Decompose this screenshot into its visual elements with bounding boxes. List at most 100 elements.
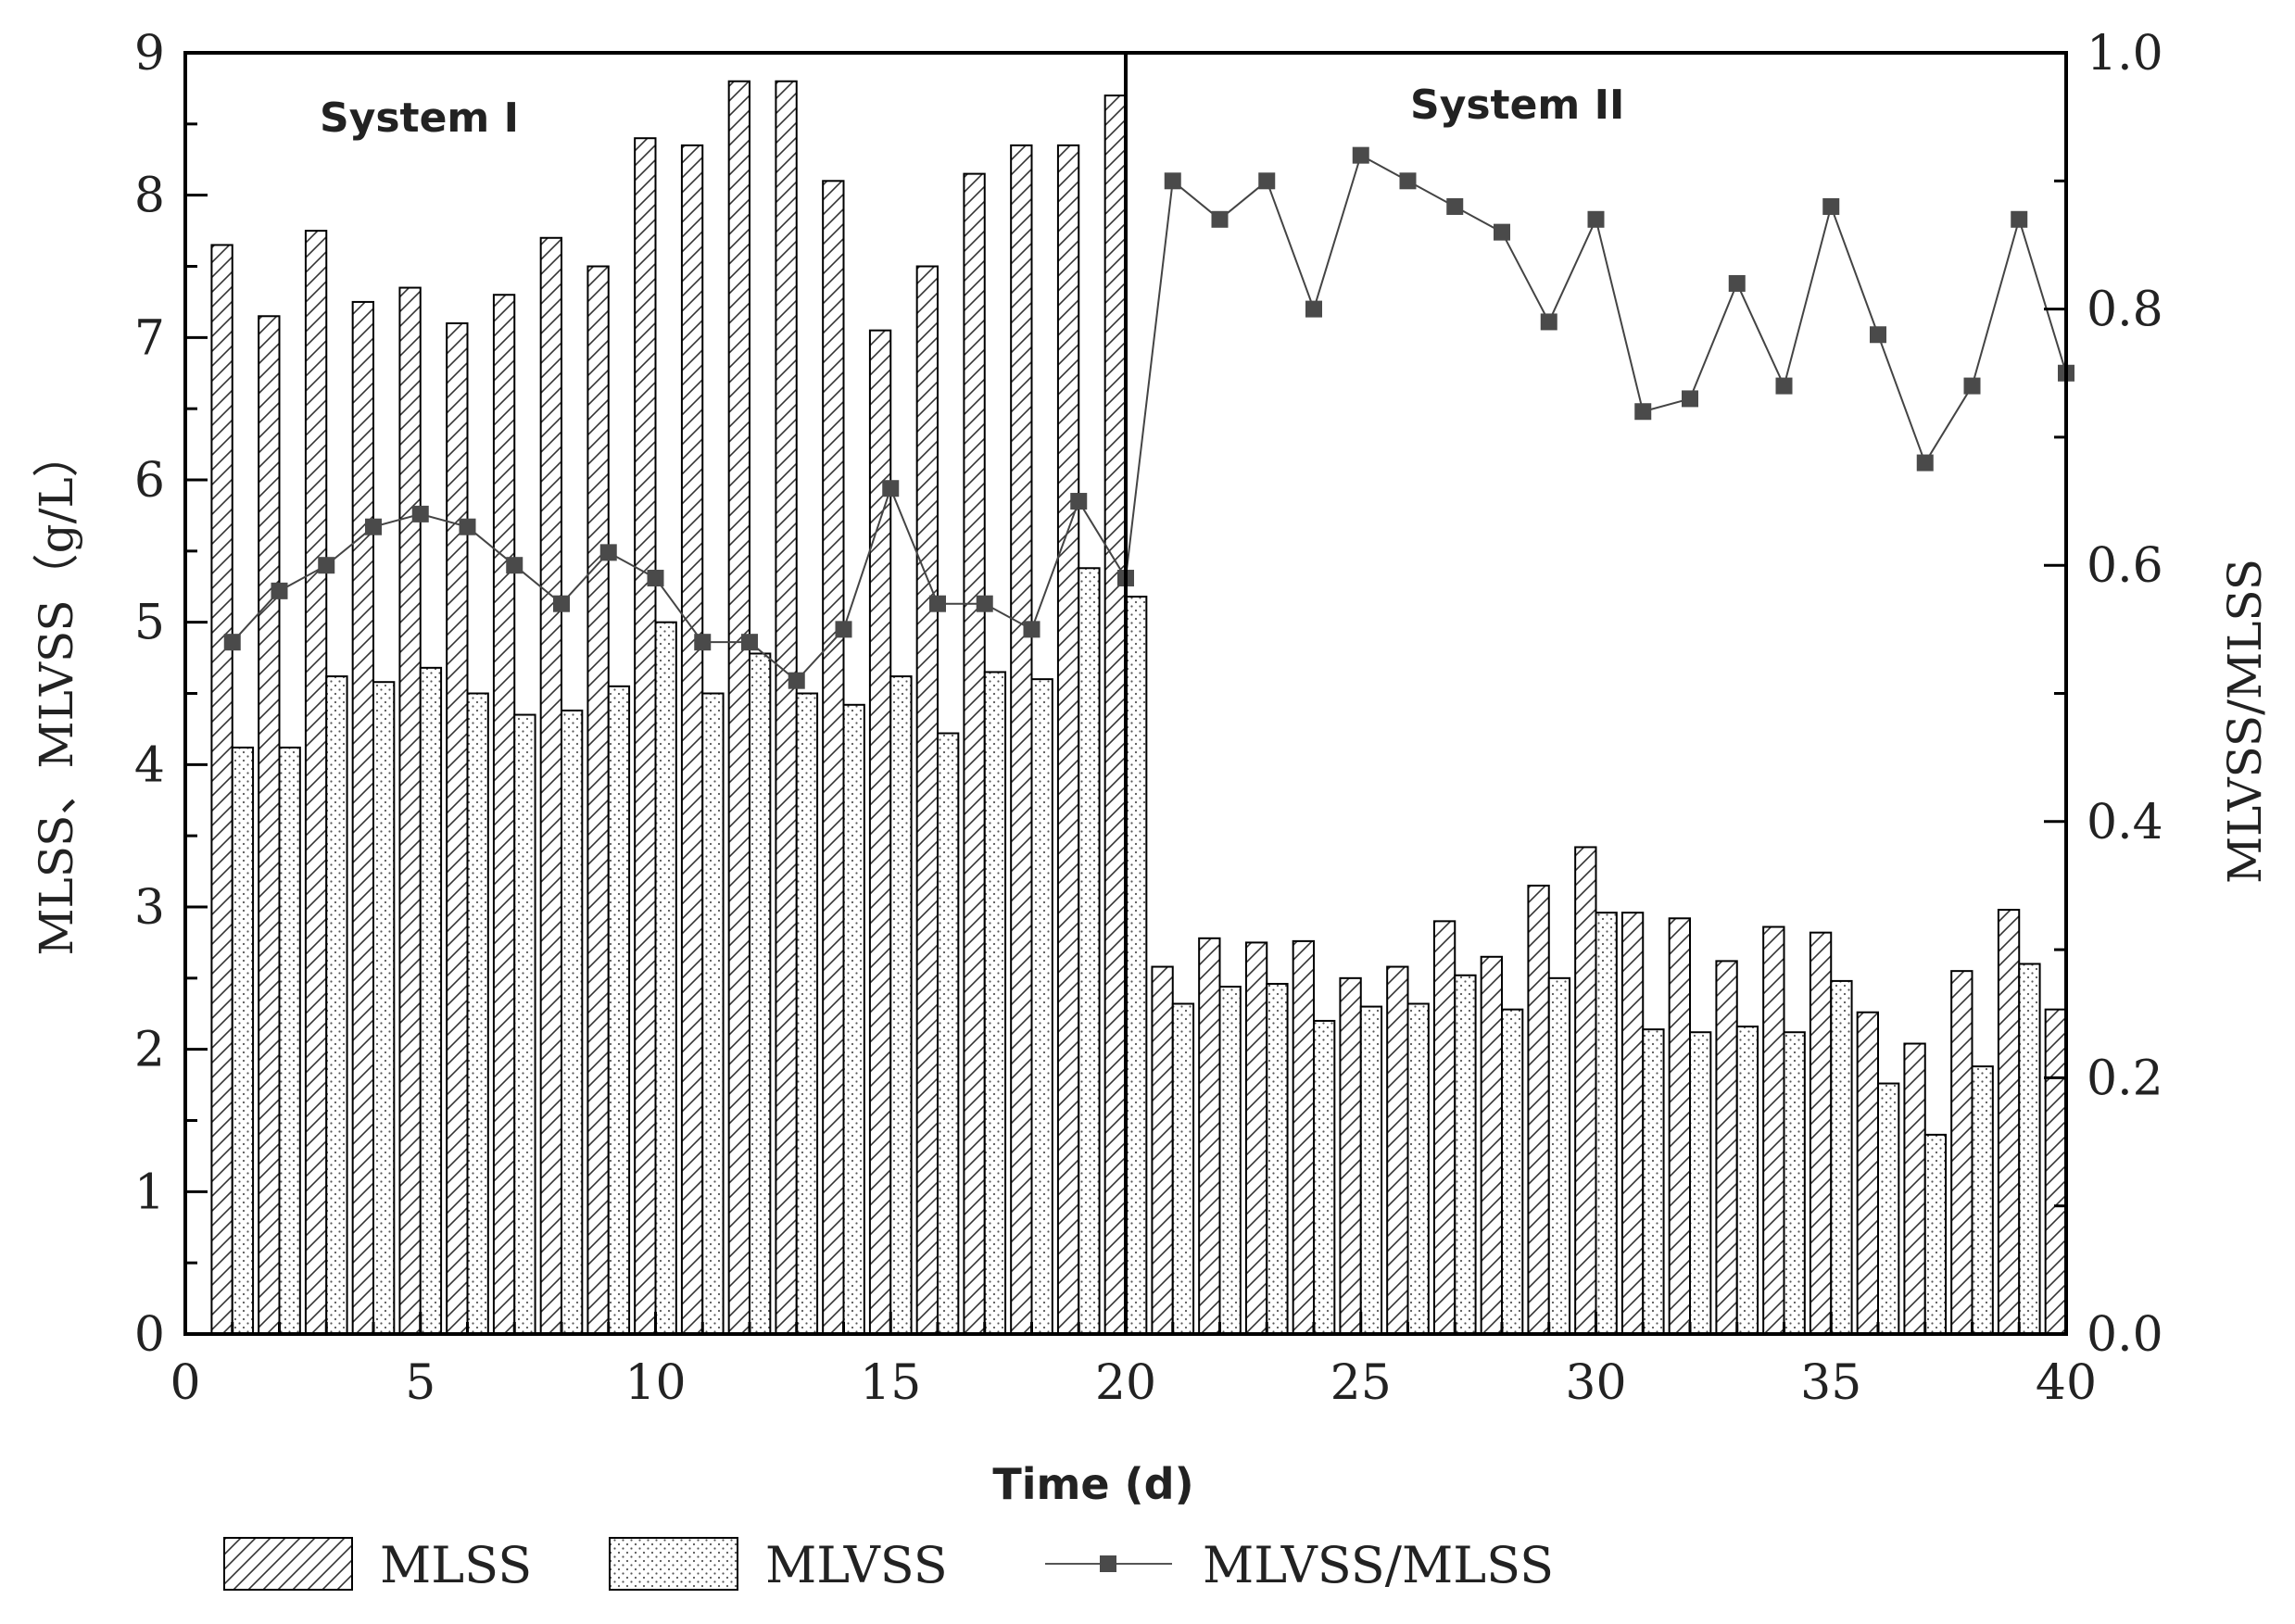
ratio-point-day-33 [1728, 274, 1746, 292]
bar-mlss-day-37 [1903, 1042, 1926, 1336]
ratio-point-day-36 [1870, 326, 1886, 344]
ratio-line-layer [223, 146, 2074, 689]
x-tick-label: 40 [2036, 1355, 2097, 1411]
bar-mlvss-day-33 [1735, 1026, 1759, 1335]
bar-mlss-day-19 [1056, 144, 1080, 1336]
y-right-tick-label: 0.4 [2087, 795, 2163, 850]
bar-mlvss-day-29 [1547, 976, 1571, 1336]
bar-mlss-day-11 [680, 144, 704, 1336]
bar-mlvss-day-16 [937, 732, 960, 1335]
y-left-tick-label: 8 [134, 169, 165, 224]
y-left-tick-label: 0 [134, 1307, 165, 1363]
ratio-point-day-8 [553, 595, 570, 612]
y-left-tick-label: 3 [134, 880, 165, 936]
bar-mlvss-day-7 [513, 713, 536, 1335]
bar-mlss-day-1 [210, 244, 233, 1336]
y-right-axis: 0.0 0.2 0.4 0.6 0.8 1.0 [2044, 26, 2163, 1363]
y-left-tick-label: 4 [134, 737, 165, 793]
bar-mlvss-day-2 [278, 746, 301, 1335]
bar-mlss-day-16 [915, 265, 939, 1335]
bar-mlss-day-4 [351, 300, 375, 1336]
bar-mlvss-day-14 [842, 703, 865, 1335]
legend: MLSS MLVSS MLVSS/MLSS [223, 1536, 1554, 1594]
y-left-tick-label: 9 [134, 26, 165, 82]
bar-mlvss-day-10 [654, 621, 677, 1335]
bar-mlvss-day-5 [419, 666, 443, 1335]
x-tick-label: 35 [1800, 1355, 1861, 1411]
legend-swatch-mlvss [609, 1537, 738, 1591]
bar-mlvss-day-1 [231, 746, 255, 1335]
ratio-point-day-25 [1352, 146, 1369, 164]
bar-mlss-day-2 [258, 315, 281, 1335]
ratio-point-day-10 [647, 570, 664, 587]
y-left-axis: 0 1 2 3 4 5 6 7 8 9 [134, 26, 208, 1363]
ratio-point-day-27 [1446, 197, 1464, 215]
ratio-point-day-16 [929, 595, 946, 612]
ratio-point-day-4 [365, 518, 382, 535]
ratio-point-day-39 [2011, 210, 2028, 228]
bar-mlss-day-17 [963, 172, 986, 1335]
ratio-point-day-34 [1775, 377, 1793, 395]
x-tick-label: 5 [405, 1355, 435, 1411]
bar-mlvss-day-3 [325, 675, 348, 1335]
bar-mlvss-day-26 [1406, 1002, 1430, 1335]
bar-mlss-day-9 [586, 265, 610, 1335]
bar-mlss-day-7 [492, 294, 516, 1336]
bar-mlvss-day-38 [1971, 1065, 1994, 1336]
ratio-point-day-11 [694, 634, 712, 651]
bar-mlss-day-8 [539, 236, 562, 1335]
bar-mlvss-day-36 [1877, 1082, 1900, 1335]
x-tick-label: 15 [860, 1355, 921, 1411]
ratio-point-day-6 [459, 518, 476, 535]
bar-mlvss-day-24 [1313, 1019, 1336, 1336]
bar-mlss-day-28 [1480, 955, 1504, 1335]
y-right-tick-label: 1.0 [2087, 26, 2163, 82]
bar-mlss-day-36 [1856, 1011, 1880, 1336]
y-right-tick-label: 0.2 [2087, 1051, 2163, 1106]
y-left-tick-label: 5 [134, 596, 165, 651]
bar-mlvss-day-32 [1689, 1031, 1712, 1336]
x-tick-label: 20 [1095, 1355, 1156, 1411]
bar-mlvss-day-19 [1078, 567, 1101, 1335]
bar-mlvss-day-6 [466, 692, 489, 1335]
bar-mlss-day-12 [727, 80, 750, 1336]
bar-mlss-day-25 [1339, 976, 1362, 1336]
bar-mlss-day-18 [1010, 144, 1033, 1336]
bar-mlvss-day-35 [1830, 979, 1853, 1335]
ratio-point-day-17 [976, 595, 993, 612]
bar-mlss-day-24 [1292, 939, 1316, 1335]
ratio-point-day-28 [1494, 223, 1510, 241]
ratio-point-day-15 [882, 480, 900, 497]
bar-mlss-day-34 [1762, 925, 1785, 1335]
bar-mlvss-day-25 [1359, 1005, 1383, 1335]
bar-mlss-day-26 [1386, 965, 1409, 1336]
ratio-point-day-12 [741, 634, 758, 651]
y-right-tick-label: 0.6 [2087, 538, 2163, 594]
ratio-point-day-26 [1399, 172, 1417, 190]
bar-mlvss-day-4 [372, 681, 396, 1335]
bar-mlss-day-10 [634, 137, 657, 1336]
bar-mlss-day-23 [1244, 941, 1268, 1336]
legend-label-ratio: MLVSS/MLSS [1203, 1536, 1554, 1594]
ratio-point-day-38 [1963, 377, 1981, 395]
y-right-tick-label: 0.8 [2087, 283, 2163, 338]
bar-mlvss-day-28 [1501, 1008, 1524, 1335]
ratio-point-day-22 [1211, 210, 1229, 228]
ratio-point-day-1 [223, 634, 241, 651]
bar-mlvss-day-18 [1030, 678, 1053, 1335]
ratio-point-day-23 [1258, 172, 1276, 190]
x-axis-title: Time (d) [992, 1459, 1193, 1509]
x-tick-label: 0 [170, 1355, 200, 1411]
bar-mlvss-day-15 [889, 675, 913, 1335]
bar-mlss-day-3 [304, 230, 328, 1335]
x-axis: 0 5 10 15 20 25 30 35 40 [170, 1312, 2097, 1411]
bar-mlss-day-38 [1950, 970, 1973, 1336]
bar-mlvss-day-13 [795, 692, 819, 1335]
ratio-point-day-21 [1164, 172, 1181, 190]
ratio-series-line [232, 154, 2067, 683]
bar-mlss-day-5 [398, 286, 422, 1335]
bar-mlss-day-32 [1668, 917, 1692, 1335]
bar-mlss-day-40 [2044, 1008, 2067, 1335]
bar-mlss-day-30 [1574, 846, 1597, 1335]
